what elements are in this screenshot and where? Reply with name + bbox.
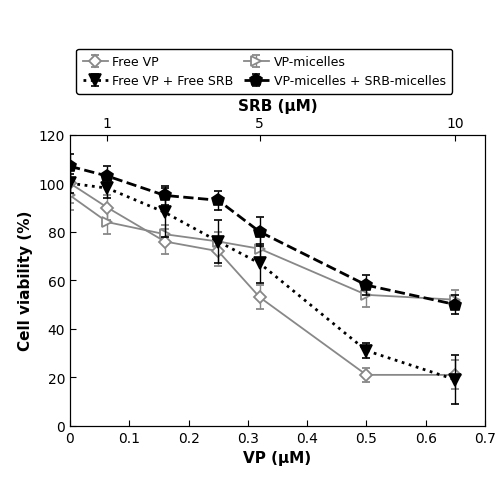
- Y-axis label: Cell viability (%): Cell viability (%): [18, 211, 33, 351]
- X-axis label: VP (μM): VP (μM): [244, 450, 312, 465]
- X-axis label: SRB (μM): SRB (μM): [238, 99, 318, 114]
- Legend: Free VP, Free VP + Free SRB, VP-micelles, VP-micelles + SRB-micelles: Free VP, Free VP + Free SRB, VP-micelles…: [76, 50, 452, 94]
